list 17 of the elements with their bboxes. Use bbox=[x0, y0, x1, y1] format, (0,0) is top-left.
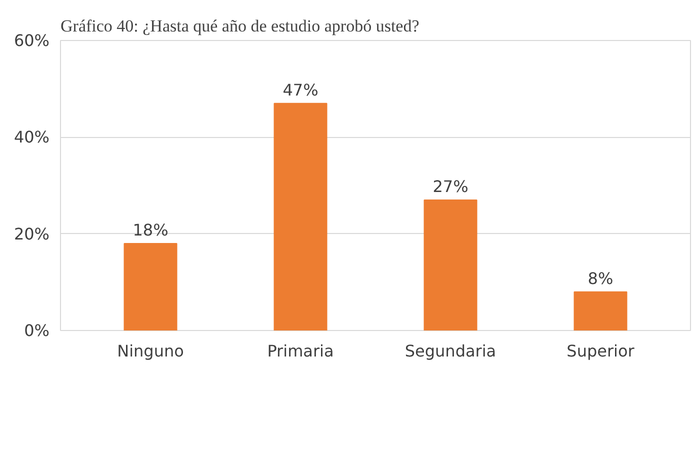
x-tick-label: Primaria bbox=[267, 342, 334, 360]
data-label: 18% bbox=[132, 220, 168, 240]
x-tick-label: Ninguno bbox=[117, 342, 184, 360]
chart-title: Gráfico 40: ¿Hasta qué año de estudio aprobó usted? bbox=[60, 16, 420, 36]
data-label: 27% bbox=[432, 177, 468, 196]
x-tick-label: Segundaria bbox=[404, 342, 496, 360]
y-tick-label: 0% bbox=[24, 321, 50, 340]
bar bbox=[274, 102, 328, 330]
y-tick-label: 40% bbox=[14, 128, 50, 147]
bar bbox=[124, 243, 178, 330]
bar bbox=[424, 200, 478, 330]
data-label: 8% bbox=[588, 268, 614, 288]
y-tick-label: 60% bbox=[14, 31, 50, 50]
bar bbox=[574, 291, 628, 330]
data-label: 47% bbox=[282, 80, 318, 100]
x-tick-label: Superior bbox=[566, 342, 635, 360]
y-tick-label: 20% bbox=[14, 224, 50, 244]
